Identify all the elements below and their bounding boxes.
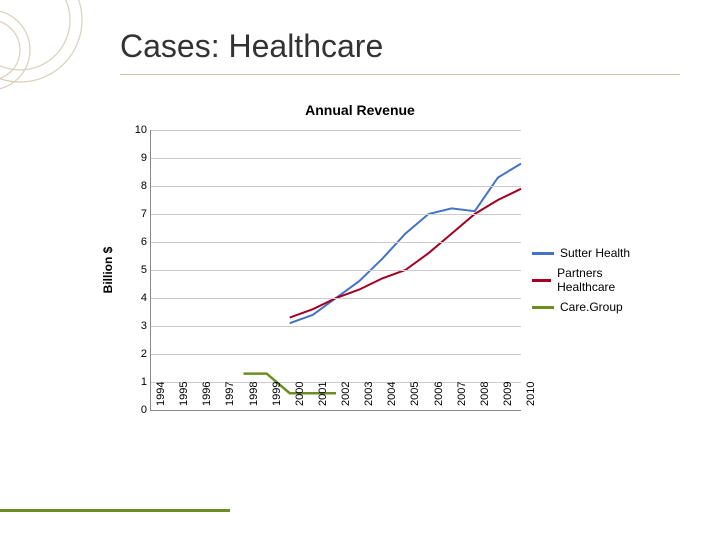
x-tick-label: 1996 [201, 382, 213, 406]
x-tick-label: 2004 [386, 382, 398, 406]
x-tick-label: 2005 [409, 382, 421, 406]
gridline [151, 298, 521, 299]
x-tick-label: 1998 [248, 382, 260, 406]
y-tick-label: 3 [127, 320, 147, 332]
gridline [151, 214, 521, 215]
x-tick-label: 2007 [456, 382, 468, 406]
y-axis-label: Billion $ [101, 247, 115, 294]
legend-swatch [532, 252, 554, 255]
legend: Sutter Health Partners Healthcare Care.Gro… [532, 240, 650, 320]
legend-label: Sutter Health [560, 246, 630, 260]
x-tick-label: 2003 [363, 382, 375, 406]
x-tick-label: 2001 [317, 382, 329, 406]
gridline [151, 130, 521, 131]
x-tick-label: 2006 [433, 382, 445, 406]
y-tick-label: 6 [127, 236, 147, 248]
gridline [151, 186, 521, 187]
plot-area: 0123456789101994199519961997199819992000… [150, 130, 521, 411]
x-tick-label: 1994 [155, 382, 167, 406]
title-rule [120, 74, 680, 75]
x-tick-label: 2009 [502, 382, 514, 406]
accent-bar [0, 509, 230, 512]
gridline [151, 242, 521, 243]
x-tick-label: 1997 [224, 382, 236, 406]
legend-swatch [532, 306, 554, 309]
legend-label: Care.Group [560, 300, 623, 314]
x-tick-label: 2000 [294, 382, 306, 406]
gridline [151, 158, 521, 159]
x-tick-label: 2008 [479, 382, 491, 406]
chart: Billion $ 012345678910199419951996199719… [90, 130, 650, 470]
chart-title: Annual Revenue [0, 102, 720, 118]
legend-item: Partners Healthcare [532, 266, 650, 294]
y-tick-label: 4 [127, 292, 147, 304]
y-tick-label: 8 [127, 180, 147, 192]
y-tick-label: 1 [127, 376, 147, 388]
legend-label: Partners Healthcare [557, 266, 650, 294]
series-line [290, 164, 521, 324]
x-tick-label: 2002 [340, 382, 352, 406]
legend-item: Sutter Health [532, 246, 650, 260]
legend-item: Care.Group [532, 300, 650, 314]
gridline [151, 270, 521, 271]
y-tick-label: 0 [127, 404, 147, 416]
legend-swatch [532, 279, 551, 282]
y-tick-label: 10 [127, 124, 147, 136]
slide-title: Cases: Healthcare [120, 28, 383, 65]
y-tick-label: 5 [127, 264, 147, 276]
gridline [151, 326, 521, 327]
x-tick-label: 2010 [525, 382, 537, 406]
gridline [151, 354, 521, 355]
y-tick-label: 2 [127, 348, 147, 360]
y-tick-label: 9 [127, 152, 147, 164]
y-tick-label: 7 [127, 208, 147, 220]
corner-deco [0, 0, 110, 110]
x-tick-label: 1995 [178, 382, 190, 406]
x-tick-label: 1999 [271, 382, 283, 406]
